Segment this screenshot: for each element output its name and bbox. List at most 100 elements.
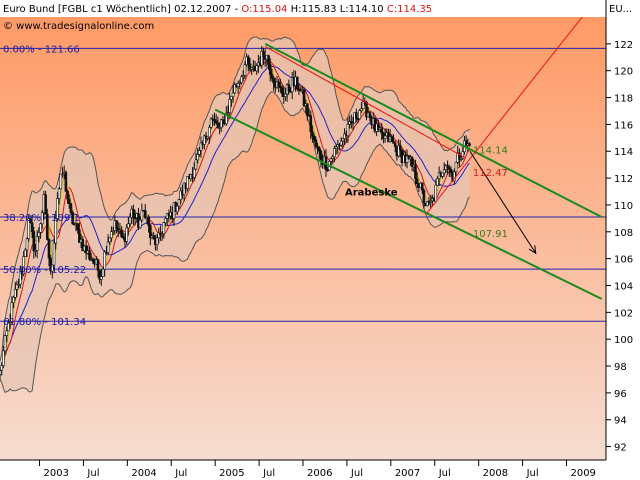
y-tick-label: 96 [614,389,627,400]
candle-body [262,51,265,58]
candle-body [243,64,247,76]
candle-body [441,172,444,177]
candle-body [140,209,144,221]
candle-body [10,302,14,322]
candle-body [199,142,203,151]
candle-body [319,150,323,161]
x-tick-label: 2009 [570,468,595,479]
candle-body [464,140,468,146]
x-tick-label: Jul [350,468,363,479]
candle-body [339,140,343,146]
candle-body [101,268,105,277]
x-tick-label: 2005 [219,468,244,479]
x-tick-label: Jul [174,468,187,479]
candle-body [18,270,22,285]
candle-body [246,56,250,65]
candle-body [54,218,58,244]
candle-body [203,135,206,145]
candle-body [179,190,183,200]
header: Euro Bund [FGBL c1 Wöchentlich] 02.12.20… [3,4,632,32]
candle-body [96,259,100,271]
fib-label-1: 38.20% - 109.1 [3,213,80,224]
candle-body [49,257,52,272]
y-tick-label: 104 [614,281,633,292]
candle-body [84,245,88,254]
candle-body [59,173,63,190]
candle-body [306,103,309,116]
candle-body [103,251,107,270]
candle-body [341,138,345,142]
candle-body [442,169,446,174]
annotation-label-3: Arabeske [345,188,398,199]
candle-body [334,146,338,149]
candle-body [81,239,85,252]
candle-body [297,88,301,91]
candle-body [358,110,362,120]
candle-body [333,148,336,158]
candle-body [196,154,199,161]
candle-body [295,76,299,90]
annotation-label-2: 107.91 [473,229,508,240]
candle-body [78,229,81,243]
candle-body [157,232,161,239]
candle-body [5,330,9,336]
x-tick-label: 2003 [44,468,69,479]
candle-body [255,65,259,72]
candle-body [267,55,270,65]
candle-body [248,63,252,70]
candle-body [414,164,417,180]
x-tick-label: 2008 [483,468,508,479]
candle-body [426,201,429,207]
candle-body [64,172,68,192]
candle-body [155,237,159,246]
candle-body [377,123,380,130]
candle-body [29,218,32,223]
candle-body [128,216,132,225]
candle-body [241,75,245,77]
candle-body [47,239,51,259]
candle-body [22,256,25,275]
candle-body [314,139,318,147]
trend-channel-lower [214,108,603,300]
forecast-arrow-head [528,245,537,255]
candle-body [186,176,189,189]
candle-body [279,86,282,88]
candle-body [393,143,397,147]
candle-body [127,223,130,229]
candle-body [71,212,74,225]
candle-body [434,184,438,202]
candle-body [226,112,230,114]
fib-label-2: 50.00% - 105.22 [3,265,86,276]
candle-body [106,241,110,253]
forecast-arrow-line [469,150,537,254]
fib-label-3: 61.80% - 101.34 [3,317,86,328]
candle-body [468,143,471,146]
axis-corner-label: EU... [609,4,632,15]
candle-body [152,235,155,239]
candle-body [30,222,34,232]
header-high: H:115.83 [291,4,337,15]
candle-body [120,229,123,238]
candle-body [420,182,424,191]
candle-body [331,156,335,159]
overlay-layer: 0.00% - 121.66 38.20% - 109.1 50.00% - 105… [3,44,508,328]
bollinger-upper-line [0,36,470,362]
candle-body [365,101,368,118]
candle-body [0,365,3,371]
candle-body [454,161,458,173]
candle-body [309,115,313,132]
candle-body [35,236,39,251]
y-tick-label: 112 [614,174,633,185]
candle-body [459,157,463,160]
header-date: 02.12.2007 [174,4,231,15]
plot-layer [0,17,606,394]
candle-body [88,250,91,260]
candle-body [392,141,395,144]
x-tick-label: 2004 [131,468,156,479]
candle-body [194,159,198,170]
candle-body [447,167,451,170]
candle-body [230,96,233,100]
candle-body [397,145,400,157]
